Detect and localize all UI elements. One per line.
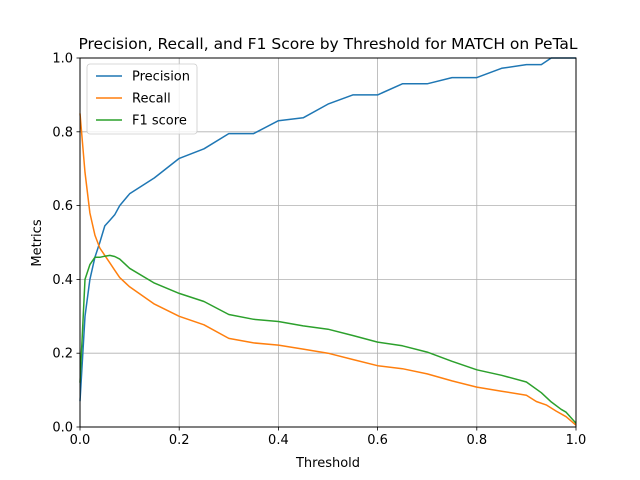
y-tick-label: 0.8 xyxy=(52,125,73,140)
y-tick-label: 0.0 xyxy=(52,421,73,436)
axis-ticks: 0.0 0.2 0.4 0.6 0.8 1.0 0.0 0.2 0.4 0.6 0.8 1.0 xyxy=(52,52,586,449)
legend-box xyxy=(86,63,198,135)
y-tick-label: 0.6 xyxy=(52,199,73,214)
series-lines xyxy=(79,57,577,426)
x-tick-label: 0.2 xyxy=(169,433,190,448)
legend: Precision Recall F1 score xyxy=(86,63,198,135)
y-tick-label: 1.0 xyxy=(52,52,73,67)
legend-label-precision: Precision xyxy=(132,70,190,85)
grid xyxy=(79,57,577,428)
legend-label-f1-score: F1 score xyxy=(132,114,187,129)
series-line-recall xyxy=(79,113,577,426)
y-tick-label: 0.4 xyxy=(52,273,73,288)
series-line-f1-score xyxy=(79,254,577,424)
x-tick-label: 0.6 xyxy=(367,433,388,448)
y-axis-label: Metrics xyxy=(30,219,45,266)
chart-title: Precision, Recall, and F1 Score by Thres… xyxy=(78,35,577,53)
x-tick-label: 1.0 xyxy=(566,433,587,448)
legend-label-recall: Recall xyxy=(132,92,171,107)
x-tick-label: 0.4 xyxy=(268,433,289,448)
x-tick-label: 0.0 xyxy=(70,433,91,448)
x-tick-label: 0.8 xyxy=(466,433,487,448)
plot-frame xyxy=(79,57,577,428)
series-line-precision xyxy=(79,57,576,402)
x-axis-label: Threshold xyxy=(295,456,360,471)
y-tick-label: 0.2 xyxy=(52,347,73,362)
